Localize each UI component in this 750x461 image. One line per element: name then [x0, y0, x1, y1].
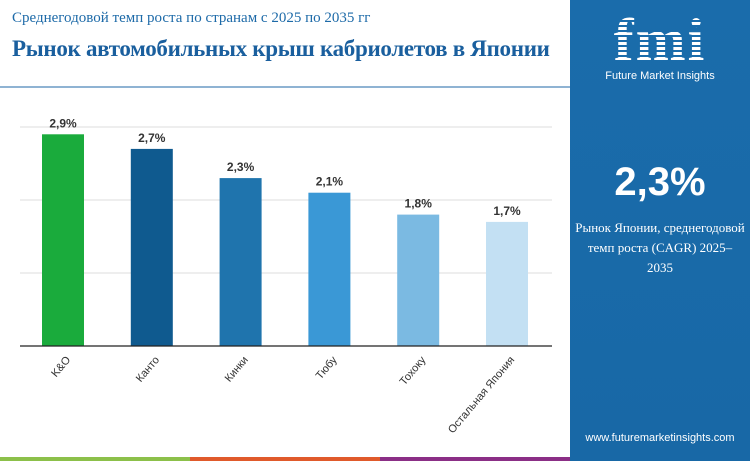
- x-tick-label: K&O: [49, 354, 73, 380]
- stripe-orange: [190, 457, 380, 461]
- cagr-value: 2,3%: [614, 160, 706, 204]
- bar: [219, 178, 262, 346]
- x-tick-label: Остальная Япония: [446, 354, 517, 436]
- chart-title: Рынок автомобильных крыш кабриолетов в Я…: [12, 36, 550, 61]
- bar: [397, 214, 440, 346]
- data-label: 1,7%: [493, 204, 521, 218]
- bar-chart: 2,9% K&O 2,7% Канто 2,3% Кинки 2,1% Тюбу 1,8% Тох…: [20, 116, 552, 436]
- website-link[interactable]: www.futuremarketinsights.com: [585, 432, 735, 444]
- header-divider: [0, 86, 570, 88]
- logo-mark: fmi: [600, 10, 720, 70]
- data-label: 2,7%: [138, 131, 166, 145]
- logo-text: Future Market Insights: [605, 70, 715, 82]
- x-tick-label: Кинки: [223, 354, 251, 384]
- fmi-logo: fmi Future Market Insights: [600, 10, 720, 82]
- bar: [42, 134, 84, 346]
- bar: [308, 192, 351, 346]
- data-label: 2,1%: [316, 175, 344, 189]
- data-label: 2,9%: [49, 116, 77, 130]
- bar: [486, 221, 528, 346]
- x-tick-label: Канто: [134, 354, 162, 384]
- x-tick-label: Тохоку: [398, 354, 429, 388]
- side-panel: [570, 0, 750, 461]
- x-tick-label: Тюбу: [314, 354, 340, 382]
- stripe-purple: [380, 457, 570, 461]
- stripe-green: [0, 457, 190, 461]
- data-label: 2,3%: [227, 160, 255, 174]
- cagr-description: Рынок Японии, среднегодовой темп роста (…: [575, 220, 745, 275]
- chart-subtitle: Среднегодовой темп роста по странам с 20…: [12, 10, 371, 26]
- bar: [130, 148, 173, 346]
- data-label: 1,8%: [405, 197, 433, 211]
